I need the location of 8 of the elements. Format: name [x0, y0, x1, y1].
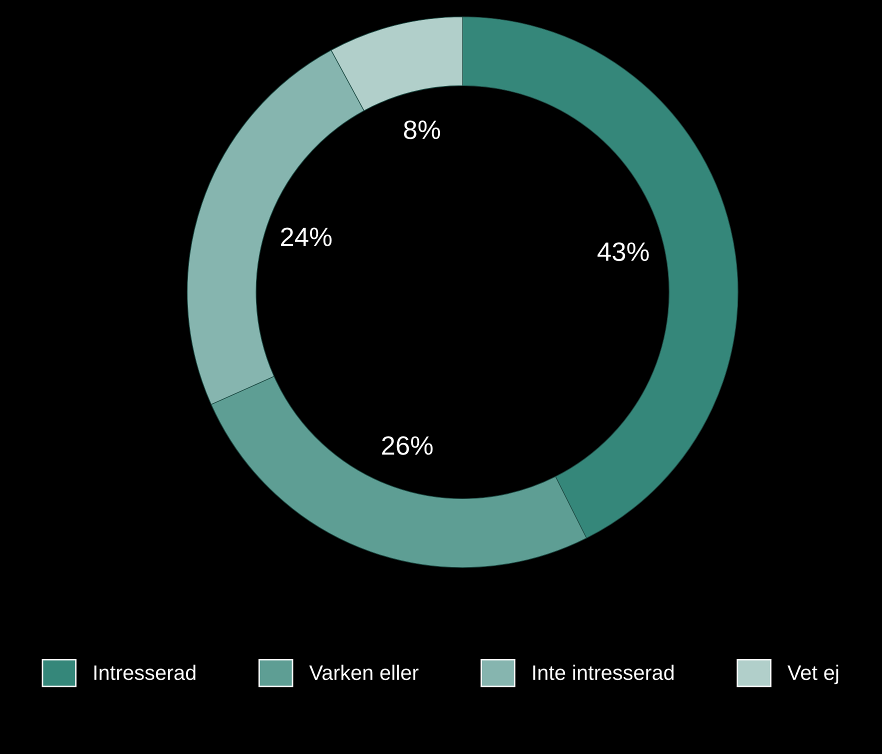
- legend-label: Intresserad: [94, 664, 196, 680]
- legend-label: Vet ej: [787, 664, 838, 684]
- legend-label: Inte intresserad: [533, 664, 674, 680]
- data-label: 43%: [598, 242, 649, 262]
- data-label: 8%: [404, 120, 440, 140]
- legend-label: Varken eller: [309, 664, 418, 680]
- data-label: 24%: [281, 228, 332, 246]
- data-label: 26%: [382, 436, 433, 455]
